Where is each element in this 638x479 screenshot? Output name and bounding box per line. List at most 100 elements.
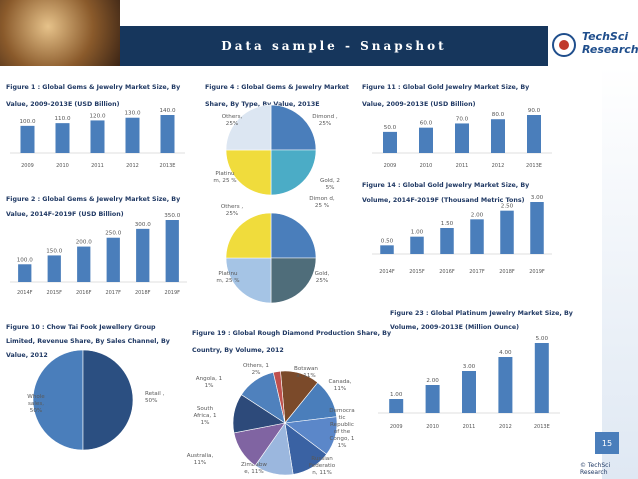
fig23-title-line2: Volume, 2009-2013E (Million Ounce) <box>390 324 520 331</box>
fig4-title-line2: Share, By Type, By Value, 2013E <box>205 101 320 108</box>
fig14-title: Figure 14 : Global Gold Jewelry Market S… <box>362 180 529 207</box>
fig2-tick-label: 2019F <box>164 290 180 296</box>
logo-icon <box>552 33 576 57</box>
fig10-pie: Retail , 50% Whole sales, 50% <box>27 349 165 451</box>
fig14-tick-label: 2015F <box>409 269 425 275</box>
fig14-tick-label: 2016F <box>439 269 455 275</box>
fig10-title-line2: Limited, Revenue Share, By Sales Channel… <box>6 338 170 345</box>
fig19-title: Figure 19 : Global Rough Diamond Product… <box>192 328 391 357</box>
fig2-title: Figure 2 : Global Gems & Jewelry Market … <box>6 194 180 221</box>
fig11-bar <box>383 131 397 153</box>
fig14-title-line2: Volume, 2014F-2019F (Thousand Metric Ton… <box>362 197 525 204</box>
jewelry-photo <box>0 0 120 66</box>
fig14-bar <box>440 228 454 254</box>
fig4b-slice-label: Gold, 25% <box>315 271 330 284</box>
fig11-bar <box>419 127 433 153</box>
fig14-tick-label: 2019F <box>529 269 545 275</box>
fig2-tick-label: 2015F <box>46 290 62 296</box>
fig23-data-label: 4.00 <box>499 350 512 356</box>
fig2-bar <box>77 246 91 282</box>
fig1-bar <box>20 125 35 153</box>
fig19-slice-label: Canada, 11% <box>328 379 351 392</box>
fig2-title-line2: Value, 2014F-2019F (USD Billion) <box>6 211 124 218</box>
fig14-bar <box>470 219 484 254</box>
fig1-title-line2: Value, 2009-2013E (USD Billion) <box>6 101 120 108</box>
fig2-bar <box>18 264 32 282</box>
fig14-data-label: 0.50 <box>381 238 394 244</box>
fig4b-slice-label: Others , 25% <box>221 204 244 217</box>
fig1-tick-label: 2011 <box>91 163 104 169</box>
fig1-data-label: 110.0 <box>54 116 70 122</box>
fig14-data-label: 3.00 <box>531 195 544 201</box>
fig19-slice-label: Democra tic Republic of the Congo, 1 1% <box>329 408 355 449</box>
fig19-title-line1: Figure 19 : Global Rough Diamond Product… <box>192 330 392 337</box>
fig19-slice-label: Botswan a, 11% <box>294 366 318 379</box>
fig4-pie: Dimond , 25% Gold, 2 5% Platinu m, 25 % Others… <box>213 104 340 196</box>
fig2-data-label: 150.0 <box>46 248 62 254</box>
fig2-title-line1: Figure 2 : Global Gems & Jewelry Market … <box>6 196 181 203</box>
fig23-tick-label: 2009 <box>390 424 403 430</box>
fig11-tick-label: 2012 <box>492 163 505 169</box>
fig11-bar <box>527 115 541 153</box>
fig14-tick-label: 2018F <box>499 269 515 275</box>
fig14-chart: 0.50 2014F 1.00 2015F 1.50 2016F 2.00 2017F 2.50… <box>372 195 552 275</box>
logo-line2: Research <box>582 43 638 56</box>
fig23-tick-label: 2010 <box>426 424 439 430</box>
fig2-bar <box>165 220 179 282</box>
fig2-data-label: 200.0 <box>76 240 92 246</box>
fig11-chart: 50.0 2009 60.0 2010 70.0 2011 80.0 2012 90.0 2013… <box>372 108 552 169</box>
fig4b-slice <box>270 212 317 259</box>
logo-line1: TechSci <box>582 30 629 43</box>
fig14-data-label: 2.50 <box>501 204 514 210</box>
fig11-bar <box>455 123 469 153</box>
fig23-tick-label: 2013E <box>534 424 550 430</box>
fig23-title-line1: Figure 23 : Global Platinum Jewelry Mark… <box>390 310 573 317</box>
fig23-tick-label: 2011 <box>463 424 476 430</box>
fig23-chart: 1.00 2009 2.00 2010 3.00 2011 4.00 2012 5.00 2013… <box>378 336 560 430</box>
fig23-tick-label: 2012 <box>499 424 512 430</box>
side-decoration <box>602 66 638 479</box>
logo-text: TechSci Research <box>582 30 638 56</box>
fig1-bar <box>55 123 70 153</box>
fig11-tick-label: 2010 <box>420 163 433 169</box>
fig14-bar <box>410 236 424 254</box>
fig4b-pie: Dimon d, 25 % Gold, 25% Platinu m, 25 % Others… <box>216 196 335 304</box>
fig23-data-label: 3.00 <box>463 364 476 370</box>
fig4-slice-label: Others, 25% <box>222 114 243 127</box>
fig23-data-label: 2.00 <box>426 378 439 384</box>
header-title: Data sample - Snapshot <box>120 26 548 66</box>
fig23-bar <box>462 371 476 413</box>
fig1-bar <box>125 117 140 153</box>
fig2-bar <box>106 237 120 282</box>
fig14-data-label: 2.00 <box>471 212 484 218</box>
fig4b-slice <box>270 257 317 304</box>
fig11-data-label: 70.0 <box>456 116 469 122</box>
fig14-bar <box>380 245 394 254</box>
fig14-data-label: 1.50 <box>441 221 454 227</box>
fig11-tick-label: 2011 <box>456 163 469 169</box>
fig19-pie: Botswan a, 11% Canada, 11% Democra tic Republi… <box>187 363 355 476</box>
fig19-slice-label: Others, 1 2% <box>243 363 269 376</box>
fig4-slice <box>270 104 317 151</box>
fig1-tick-label: 2013E <box>160 163 176 169</box>
copyright-text: © TechSci Research <box>580 462 611 476</box>
fig2-data-label: 100.0 <box>17 257 33 263</box>
fig14-tick-label: 2017F <box>469 269 485 275</box>
fig4-title-line1: Figure 4 : Global Gems & Jewelry Market <box>205 84 349 91</box>
fig11-data-label: 80.0 <box>492 112 505 118</box>
fig11-tick-label: 2009 <box>384 163 397 169</box>
fig11-data-label: 50.0 <box>384 125 397 131</box>
fig10-title-line1: Figure 10 : Chow Tai Fook Jewellery Grou… <box>6 324 156 331</box>
fig4b-slice <box>225 257 272 304</box>
fig4b-slice-label: Platinu m, 25 % <box>216 271 239 284</box>
fig1-data-label: 120.0 <box>89 113 105 119</box>
fig1-title-line1: Figure 1 : Global Gems & Jewelry Market … <box>6 84 181 91</box>
fig1-data-label: 130.0 <box>124 111 140 117</box>
fig11-tick-label: 2013E <box>526 163 542 169</box>
fig1-title: Figure 1 : Global Gems & Jewelry Market … <box>6 82 180 111</box>
fig1-bar <box>90 120 105 153</box>
fig14-title-line1: Figure 14 : Global Gold Jewelry Market S… <box>362 182 530 189</box>
fig4b-slice-label: Dimon d, 25 % <box>309 196 335 209</box>
fig10-slice-label: Retail , 50% <box>145 391 165 404</box>
